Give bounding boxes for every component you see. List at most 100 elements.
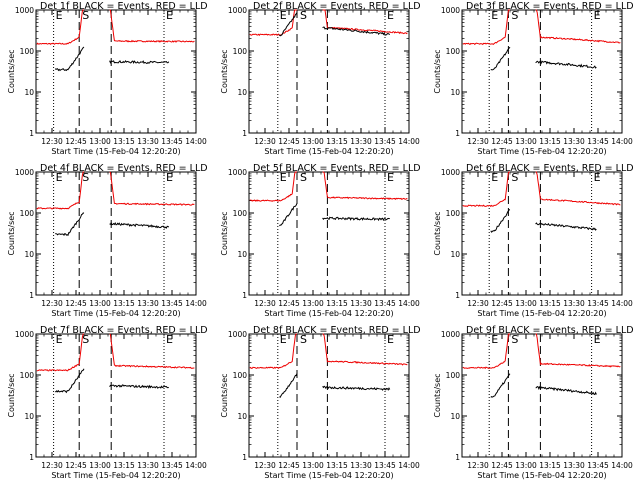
detector-panel-6: Det 6f BLACK = Events, RED = LLD 1 10 100 10… [433,163,634,318]
s-marker-label: S [82,171,89,184]
x-tick-label: 12:45 [491,461,513,470]
y-tick-label: 1000 [15,168,34,177]
x-tick-label: 13:15 [113,461,135,470]
y-tick-label: 1 [242,453,247,462]
lld-series-line [109,333,195,369]
x-tick-label: 14:00 [185,137,207,146]
y-tick-label: 100 [233,47,248,56]
x-tick-label: 12:45 [491,137,513,146]
detector-panel-4: Det 4f BLACK = Events, RED = LLD 1 10 100 10… [7,163,208,318]
x-tick-label: 13:45 [587,299,609,308]
panel-title: Det 7f BLACK = Events, RED = LLD [40,325,208,336]
x-tick-label: 14:00 [611,299,633,308]
s-marker-label: S [511,9,518,22]
x-tick-label: 12:30 [467,461,489,470]
x-axis-label: Start Time (15-Feb-04 12:20:20) [477,147,606,156]
lld-series-line [249,333,297,369]
e-marker-label: E [491,9,498,22]
detector-panel-9: Det 9f BLACK = Events, RED = LLD 1 10 100 10… [433,325,634,480]
lld-series-line [36,9,84,46]
x-tick-label: 12:45 [491,299,513,308]
x-axis-label: Start Time (15-Feb-04 12:20:20) [264,309,393,318]
events-series-line [322,385,391,391]
x-tick-label: 12:30 [467,299,489,308]
plot-frame [461,171,623,296]
e-marker-label: E [594,9,601,22]
x-axis-label: Start Time (15-Feb-04 12:20:20) [264,471,393,480]
e-marker-label: E [280,9,287,22]
y-tick-label: 100 [233,209,248,218]
x-tick-label: 13:30 [563,299,585,308]
lld-series-line [109,9,195,43]
x-tick-label: 13:00 [89,299,111,308]
lld-series-line [322,333,408,366]
x-tick-label: 12:30 [254,461,276,470]
x-tick-label: 13:45 [374,461,396,470]
lld-series-line [535,333,621,368]
y-tick-label: 1 [29,129,34,138]
y-tick-label: 1000 [441,168,460,177]
y-tick-label: 1 [29,291,34,300]
events-series-line [490,46,511,71]
y-tick-label: 1000 [228,168,247,177]
y-axis-label: Counts/sec [220,49,229,93]
lld-series-line [36,333,84,372]
y-axis-label: Counts/sec [220,211,229,255]
e-marker-label: E [594,171,601,184]
y-axis-label: Counts/sec [7,49,16,93]
x-axis-label: Start Time (15-Feb-04 12:20:20) [477,309,606,318]
x-tick-label: 13:45 [587,137,609,146]
x-tick-label: 13:15 [113,137,135,146]
x-axis-label: Start Time (15-Feb-04 12:20:20) [264,147,393,156]
x-tick-label: 13:45 [374,299,396,308]
y-tick-label: 10 [237,412,247,421]
e-marker-label: E [56,333,63,346]
y-tick-label: 100 [20,209,35,218]
detector-panel-3: Det 3f BLACK = Events, RED = LLD 1 10 100 10… [433,1,634,156]
x-tick-label: 14:00 [185,299,207,308]
events-series-line [54,368,85,394]
panel-title: Det 1f BLACK = Events, RED = LLD [40,1,208,12]
x-tick-label: 12:45 [65,461,87,470]
lld-series-line [535,9,621,44]
y-tick-label: 1 [242,291,247,300]
x-tick-label: 13:30 [350,299,372,308]
y-tick-label: 1000 [15,6,34,15]
detector-panel-8: Det 8f BLACK = Events, RED = LLD 1 10 100 10… [220,325,421,480]
x-tick-label: 13:00 [89,461,111,470]
y-tick-label: 10 [450,250,460,259]
x-tick-label: 13:00 [515,461,537,470]
x-tick-label: 13:15 [326,299,348,308]
y-axis-label: Counts/sec [433,49,442,93]
y-tick-label: 1000 [15,330,34,339]
lld-series-line [36,171,84,210]
events-series-line [490,209,511,233]
y-axis-label: Counts/sec [433,373,442,417]
x-tick-label: 13:00 [515,137,537,146]
x-tick-label: 14:00 [398,461,420,470]
x-tick-label: 13:30 [350,461,372,470]
panel-title: Det 2f BLACK = Events, RED = LLD [253,1,421,12]
lld-series-line [535,171,621,206]
e-marker-label: E [594,333,601,346]
plot-frame [461,9,623,134]
x-tick-label: 13:30 [137,299,159,308]
events-series-line [109,221,170,229]
detector-panel-7: Det 7f BLACK = Events, RED = LLD 1 10 100 10… [7,325,208,480]
x-tick-label: 13:30 [350,137,372,146]
x-tick-label: 14:00 [398,137,420,146]
x-axis-label: Start Time (15-Feb-04 12:20:20) [51,147,180,156]
events-series-line [322,216,390,222]
x-tick-label: 13:00 [515,299,537,308]
x-tick-label: 14:00 [398,299,420,308]
x-tick-label: 13:15 [539,137,561,146]
x-axis-label: Start Time (15-Feb-04 12:20:20) [51,471,180,480]
x-tick-label: 13:15 [539,461,561,470]
y-tick-label: 1 [29,453,34,462]
s-marker-label: S [300,9,307,22]
lld-series-line [462,171,510,208]
s-marker-label: S [511,171,518,184]
y-tick-label: 1 [455,453,460,462]
events-series-line [109,384,169,390]
y-tick-label: 10 [24,88,34,97]
